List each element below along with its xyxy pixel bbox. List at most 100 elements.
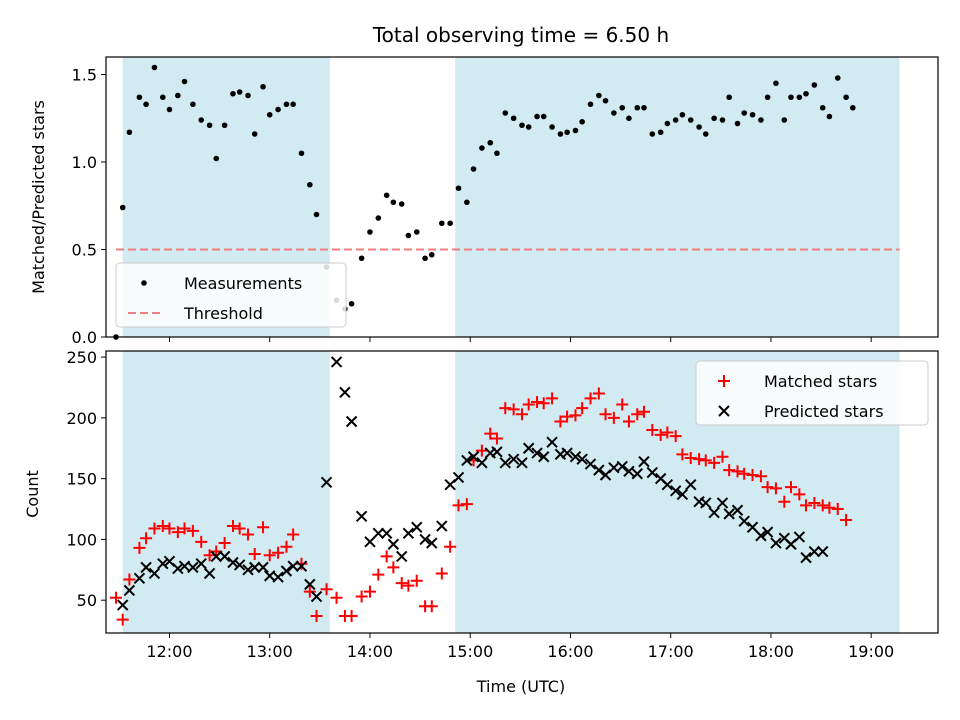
measurements-series bbox=[113, 64, 856, 340]
top-panel: 0.0 0.5 1.0 1.5 Measurements Threshold bbox=[72, 56, 939, 347]
predicted-stars-point bbox=[499, 457, 512, 469]
predicted-stars-point bbox=[669, 485, 682, 497]
predicted-stars-point bbox=[148, 567, 161, 580]
matched-stars-point bbox=[537, 397, 550, 410]
predicted-stars-point bbox=[793, 531, 806, 543]
predicted-stars-point bbox=[723, 508, 735, 520]
measurements-point bbox=[390, 199, 397, 206]
matched-stars-point bbox=[248, 547, 261, 560]
predicted-stars-point bbox=[676, 488, 689, 501]
measurements-point bbox=[298, 150, 305, 157]
matched-stars-series bbox=[110, 387, 853, 626]
matched-stars-point bbox=[731, 465, 744, 478]
predicted-stars-point bbox=[507, 453, 520, 465]
predicted-stars-point bbox=[339, 386, 351, 399]
measurements-point bbox=[687, 117, 694, 123]
matched-stars-point bbox=[133, 541, 146, 554]
bottom-y-tick-label: 150 bbox=[66, 470, 97, 489]
predicted-stars-point bbox=[157, 558, 169, 570]
matched-stars-point bbox=[522, 398, 535, 411]
matched-stars-point bbox=[723, 464, 736, 477]
measurements-point bbox=[198, 117, 205, 123]
predicted-stars-point bbox=[242, 564, 254, 576]
matched-stars-point bbox=[355, 590, 368, 603]
matched-stars-point bbox=[584, 392, 597, 405]
matched-stars-point bbox=[116, 613, 129, 626]
predicted-stars-point bbox=[396, 550, 408, 563]
top-shaded-interval-2 bbox=[455, 57, 900, 337]
predicted-stars-point bbox=[638, 455, 650, 468]
matched-stars-point bbox=[460, 498, 473, 511]
matched-stars-point bbox=[507, 403, 520, 416]
measurements-point bbox=[702, 131, 709, 137]
measurements-point bbox=[245, 92, 251, 99]
measurements-point bbox=[826, 113, 833, 120]
matched-stars-point bbox=[303, 585, 316, 598]
predicted-stars-point bbox=[330, 356, 343, 368]
predicted-stars-point bbox=[295, 560, 308, 572]
predicted-stars-point bbox=[631, 468, 643, 480]
matched-stars-point bbox=[484, 427, 497, 440]
predicted-stars-point bbox=[140, 561, 152, 574]
matched-stars-point bbox=[345, 609, 358, 622]
measurements-point bbox=[428, 251, 435, 258]
predicted-stars-point bbox=[257, 561, 269, 574]
measurements-point bbox=[719, 117, 726, 123]
top-y-tick-label: 1.5 bbox=[72, 66, 97, 85]
matched-stars-point bbox=[257, 521, 270, 534]
matched-stars-point bbox=[840, 513, 853, 526]
predicted-stars-point bbox=[538, 451, 550, 463]
predicted-stars-series bbox=[116, 356, 829, 611]
predicted-stars-point bbox=[227, 556, 239, 569]
measurements-point bbox=[534, 113, 540, 120]
matched-stars-point bbox=[280, 540, 293, 553]
matched-stars-point bbox=[320, 583, 333, 596]
measurements-point bbox=[834, 75, 841, 81]
top-y-tick-label: 0.5 bbox=[72, 241, 97, 260]
measurements-point bbox=[819, 104, 826, 111]
predicted-stars-point bbox=[561, 447, 573, 459]
legend-marker-matched-stars bbox=[718, 375, 730, 387]
predicted-stars-point bbox=[746, 521, 759, 533]
matched-stars-point bbox=[616, 398, 629, 411]
measurements-point bbox=[398, 201, 405, 207]
matched-stars-point bbox=[516, 408, 528, 421]
measurements-point bbox=[510, 115, 517, 122]
measurements-point bbox=[634, 104, 641, 111]
matched-stars-point bbox=[693, 453, 706, 466]
matched-stars-point bbox=[490, 432, 503, 445]
predicted-stars-point bbox=[731, 504, 744, 516]
x-tick-label: 17:00 bbox=[648, 642, 694, 661]
legend-marker-measurements bbox=[141, 280, 147, 286]
matched-stars-point bbox=[831, 503, 844, 516]
measurements-point bbox=[487, 139, 494, 146]
top-legend-box bbox=[115, 262, 347, 328]
matched-stars-point bbox=[272, 546, 285, 559]
predicted-stars-point bbox=[761, 526, 774, 538]
bottom-plot-frame bbox=[105, 350, 939, 634]
predicted-stars-point bbox=[755, 530, 767, 542]
predicted-stars-point bbox=[616, 460, 628, 473]
matched-stars-point bbox=[402, 579, 415, 592]
measurements-point bbox=[726, 94, 732, 101]
measurements-point bbox=[494, 150, 500, 157]
x-tick-label: 14:00 bbox=[347, 642, 393, 661]
measurements-point bbox=[283, 101, 290, 108]
measurements-point bbox=[143, 101, 149, 108]
predicted-stars-point bbox=[576, 453, 588, 465]
measurements-point bbox=[749, 111, 756, 118]
x-tick-label: 13:00 bbox=[247, 642, 293, 661]
predicted-stars-point bbox=[310, 590, 323, 603]
matched-stars-point bbox=[769, 482, 782, 495]
chart-title: Total observing time = 6.50 h bbox=[372, 23, 669, 47]
predicted-stars-point bbox=[411, 521, 423, 533]
measurements-point bbox=[540, 113, 547, 120]
matched-stars-point bbox=[778, 495, 791, 508]
matched-stars-point bbox=[387, 561, 400, 574]
bottom-y-axis-label: Count bbox=[23, 470, 42, 518]
measurements-point bbox=[464, 199, 470, 206]
measurements-point bbox=[664, 120, 671, 127]
measurements-point bbox=[221, 122, 228, 129]
measurements-point bbox=[596, 92, 602, 99]
matched-stars-point bbox=[156, 520, 169, 533]
